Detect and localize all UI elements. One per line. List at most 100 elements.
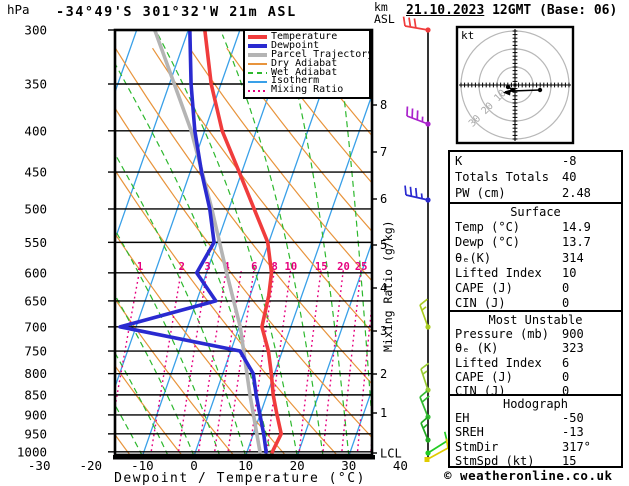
run-info: 12GMT (Base: 06) — [484, 3, 618, 18]
wind-barb — [424, 438, 449, 462]
mixing-ratio-value: 6 — [251, 261, 257, 273]
mixing-ratio-labels: 1 2 3 4 6 8 10 15 20 25 — [137, 261, 368, 273]
mixing-ratio-value: 3 — [204, 261, 210, 273]
pressure-tick-label: 400 — [24, 123, 47, 138]
legend-box: Temperature Dewpoint Parcel Trajectory Dry … — [243, 29, 373, 100]
info-box-most-unstable: Most Unstable Pressure (mb) 900 θₑ (K) 323 Li… — [448, 310, 623, 398]
temp-tick-label: -10 — [131, 458, 154, 473]
temp-tick-label: 30 — [341, 458, 356, 473]
info-row: CIN (J) 0 — [450, 296, 621, 311]
info-value: 317° — [562, 439, 591, 454]
legend-item-parcel-trajectory: Parcel Trajectory — [248, 49, 373, 60]
date-header: 21.10.2023 12GMT (Base: 06) — [406, 3, 617, 18]
km-tick-label: 5 — [380, 238, 387, 252]
info-label: StmSpd (kt) — [455, 453, 535, 468]
wind-barb — [419, 298, 431, 330]
legend-item-dry-adiabat: Dry Adiabat — [248, 57, 367, 69]
pressure-tick-label: 900 — [24, 407, 47, 422]
info-label: θₑ (K) — [455, 341, 499, 356]
info-row: CAPE (J) 0 — [450, 370, 621, 384]
km-tick-label: 3 — [380, 324, 387, 338]
wind-barb-column — [402, 16, 449, 462]
info-label: CAPE (J) — [455, 281, 513, 296]
wind-barb — [420, 362, 431, 393]
info-row: CAPE (J) 0 — [450, 281, 621, 296]
info-row: Temp (°C) 14.9 — [450, 220, 621, 235]
legend-label: Dry Adiabat — [271, 57, 338, 69]
info-row: Totals Totals 40 — [450, 169, 621, 185]
temp-tick-label: 20 — [290, 458, 305, 473]
info-label: θₑ(K) — [455, 250, 492, 265]
pressure-tick-label: 300 — [24, 23, 47, 38]
info-label: Lifted Index — [455, 265, 542, 280]
info-row: StmSpd (kt) 15 — [450, 454, 621, 468]
legend-swatch — [248, 89, 267, 92]
hodograph-unit-label: kt — [461, 29, 475, 42]
info-row: Lifted Index 10 — [450, 266, 621, 281]
info-row: θₑ(K) 314 — [450, 251, 621, 266]
temperature-axis-title: Dewpoint / Temperature (°C) — [114, 471, 366, 486]
pressure-tick-label: 650 — [24, 293, 47, 308]
pressure-tick-label: 350 — [24, 77, 47, 92]
lcl-label: LCL — [380, 447, 402, 461]
mixing-ratio-value: 2 — [179, 261, 185, 273]
info-label: SREH — [455, 425, 484, 440]
info-label: StmDir — [455, 439, 499, 454]
info-row: Dewp (°C) 13.7 — [450, 235, 621, 250]
temperature-curve — [203, 30, 284, 455]
mixing-ratio-value: 10 — [285, 261, 298, 273]
km-tick-label: 7 — [380, 145, 387, 159]
sounding-curves — [118, 30, 284, 455]
temp-tick-label: 0 — [190, 458, 198, 473]
info-row: PW (cm) 2.48 — [450, 185, 621, 201]
info-value: 6 — [562, 355, 570, 370]
wind-barb — [402, 16, 431, 33]
pressure-axis-unit: hPa — [7, 2, 30, 17]
info-label: Dewp (°C) — [455, 235, 521, 250]
wind-barb — [419, 390, 431, 420]
km-tick-label: 8 — [380, 98, 387, 112]
mixing-ratio-axis-label: Mixing Ratio (g/kg) — [381, 220, 395, 352]
info-box-title: Surface — [510, 205, 561, 219]
legend-swatch — [248, 44, 267, 49]
copyright-notice: © weatheronline.co.uk — [444, 468, 613, 483]
pressure-tick-label: 750 — [24, 344, 47, 359]
legend-item-wet-adiabat: Wet Adiabat — [248, 67, 367, 78]
info-row: Lifted Index 6 — [450, 356, 621, 370]
info-row: SREH -13 — [450, 425, 621, 439]
info-value: 10 — [562, 265, 577, 280]
wind-barb — [420, 416, 431, 443]
pressure-tick-label: 600 — [24, 265, 47, 280]
info-value: -8 — [562, 154, 577, 168]
info-row: K -8 — [450, 153, 621, 169]
pressure-tick-label: 1000 — [17, 444, 47, 459]
info-value: -50 — [562, 411, 584, 426]
info-row: EH -50 — [450, 411, 621, 425]
info-value: 0 — [562, 369, 570, 384]
info-label: Pressure (mb) — [455, 327, 549, 342]
info-label: K — [455, 154, 463, 168]
temp-tick-label: -20 — [80, 458, 103, 473]
temp-tick-label: 40 — [393, 458, 408, 473]
legend-swatch — [248, 53, 267, 58]
wind-barb — [404, 185, 431, 203]
legend-swatch — [248, 63, 267, 66]
parcel-trajectory-curve — [153, 30, 262, 455]
pressure-tick-label: 950 — [24, 426, 47, 441]
info-value: 15 — [562, 453, 577, 468]
km-tick-label: 2 — [380, 367, 387, 381]
info-value: 314 — [562, 250, 584, 265]
info-label: EH — [455, 411, 470, 426]
legend-label: Mixing Ratio — [271, 84, 344, 96]
pressure-tick-label: 550 — [24, 235, 47, 250]
mixing-ratio-value: 8 — [271, 261, 277, 273]
temp-tick-label: 10 — [238, 458, 253, 473]
info-row: Pressure (mb) 900 — [450, 327, 621, 341]
info-box-title: Hodograph — [502, 397, 569, 411]
date-value: 21.10.2023 — [406, 3, 485, 18]
info-value: 40 — [562, 170, 577, 184]
info-value: 13.7 — [562, 235, 591, 250]
info-value: 2.48 — [562, 186, 591, 200]
info-value: 14.9 — [562, 220, 591, 235]
